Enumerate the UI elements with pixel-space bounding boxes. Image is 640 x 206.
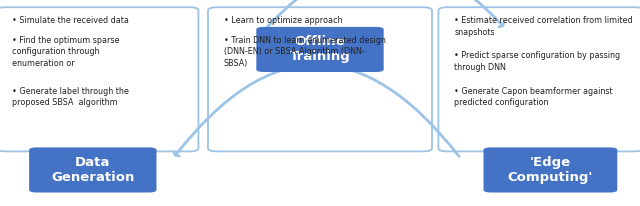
FancyBboxPatch shape [256,27,383,72]
FancyBboxPatch shape [484,147,617,192]
Text: • Generate label through the
proposed SBSA  algorithm: • Generate label through the proposed SB… [12,87,129,107]
Text: Offline
Training: Offline Training [290,35,350,63]
FancyBboxPatch shape [29,147,156,192]
Text: • Simulate the received data: • Simulate the received data [12,16,129,26]
Text: • Train DNN to learn enumerated design
(DNN-EN) or SBSA Algorithm (DNN-
SBSA): • Train DNN to learn enumerated design (… [224,36,386,68]
Text: • Find the optimum sparse
configuration through
enumeration or: • Find the optimum sparse configuration … [12,36,119,68]
Text: Data
Generation: Data Generation [51,156,134,184]
Text: • Predict sparse configuration by passing
through DNN: • Predict sparse configuration by passin… [454,52,621,72]
Text: 'Edge
Computing': 'Edge Computing' [508,156,593,184]
FancyBboxPatch shape [438,7,640,151]
FancyBboxPatch shape [208,7,432,151]
FancyBboxPatch shape [0,7,198,151]
Text: • Learn to optimize approach: • Learn to optimize approach [224,16,342,26]
Text: • Generate Capon beamformer against
predicted configuration: • Generate Capon beamformer against pred… [454,87,613,107]
Text: • Estimate received correlation from limited
snapshots: • Estimate received correlation from lim… [454,16,633,37]
